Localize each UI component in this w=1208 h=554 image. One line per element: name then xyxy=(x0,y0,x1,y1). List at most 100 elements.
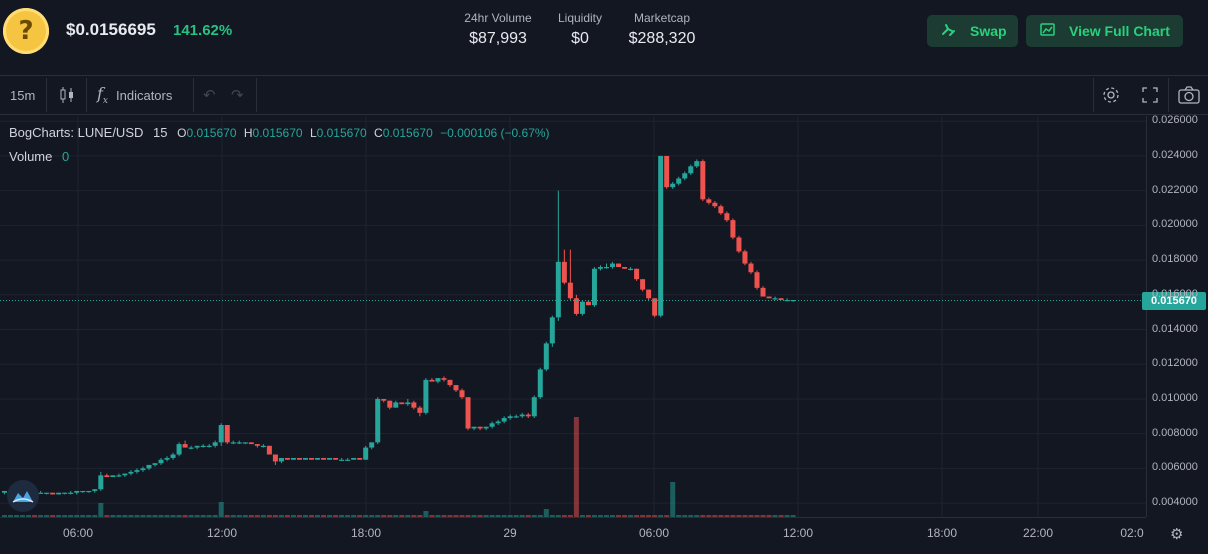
volume-bar xyxy=(128,515,134,517)
volume-bar xyxy=(152,515,158,517)
candle-body xyxy=(441,378,447,380)
function-icon: fx xyxy=(97,83,108,107)
candle-body xyxy=(393,402,399,408)
volume-bar xyxy=(248,515,254,517)
volume-bar xyxy=(200,515,206,517)
volume-bar xyxy=(531,515,537,517)
volume-bar xyxy=(104,515,110,517)
candle-body xyxy=(646,289,652,299)
price-chart[interactable] xyxy=(0,116,1146,517)
candle-body xyxy=(86,490,92,493)
volume-bar xyxy=(363,515,369,517)
candle-body xyxy=(194,445,200,448)
volume-bar xyxy=(730,515,736,517)
axis-settings-gear-icon[interactable]: ⚙ xyxy=(1170,526,1184,543)
volume-bar xyxy=(477,515,483,517)
time-axis[interactable]: 06:00 12:00 18:00 29 06:00 12:00 18:00 2… xyxy=(0,517,1146,554)
price-tick: 0.016000 xyxy=(1152,287,1198,300)
volume-bar xyxy=(236,515,242,517)
candle-body xyxy=(309,457,315,460)
candle-body xyxy=(284,457,290,460)
candle-body xyxy=(652,298,658,316)
settings-gear-icon[interactable] xyxy=(1101,76,1121,114)
swap-label: Swap xyxy=(970,23,1007,39)
volume-bar xyxy=(429,515,435,517)
swap-button[interactable]: Swap xyxy=(927,15,1018,47)
candle-body xyxy=(98,475,104,490)
view-full-chart-button[interactable]: View Full Chart xyxy=(1026,15,1183,47)
indicators-button[interactable]: fx Indicators xyxy=(97,76,172,114)
volume-bar xyxy=(465,515,471,517)
fullscreen-icon[interactable] xyxy=(1141,76,1159,114)
candle-body xyxy=(278,457,284,462)
volume-bar xyxy=(495,515,501,517)
volume-bar xyxy=(303,515,308,517)
candle-body xyxy=(116,475,122,477)
candle-body xyxy=(50,492,56,495)
candle-body xyxy=(622,267,628,269)
candle-body xyxy=(429,379,435,382)
redo-icon[interactable]: ↷ xyxy=(231,87,244,104)
candle-body xyxy=(706,199,712,203)
volume-bar xyxy=(579,515,585,517)
candle-body xyxy=(399,402,405,405)
candle-body xyxy=(784,300,790,302)
candle-body xyxy=(634,268,640,280)
candle-body xyxy=(453,385,459,391)
price-axis[interactable] xyxy=(1146,116,1208,517)
candle-body xyxy=(242,442,248,444)
candle-body xyxy=(375,398,381,443)
candle-body xyxy=(92,489,98,491)
volume-bar xyxy=(519,515,525,517)
volume-bar xyxy=(766,515,772,517)
candle-body xyxy=(447,379,453,386)
candle-body xyxy=(224,424,230,443)
candle-body xyxy=(495,421,501,424)
price-tick: 0.020000 xyxy=(1152,218,1198,231)
time-tick: 06:00 xyxy=(62,526,94,540)
volume-value: 0 xyxy=(62,149,70,164)
legend-c-value: 0.015670 xyxy=(382,126,433,140)
volume-bar xyxy=(489,515,495,517)
candle-body xyxy=(616,263,622,268)
volume-bar xyxy=(32,515,38,517)
candle-body xyxy=(405,402,411,405)
volume-bar xyxy=(658,515,664,517)
candle-body xyxy=(718,206,724,214)
stat-value: $87,993 xyxy=(469,30,527,47)
candle-body xyxy=(218,424,224,443)
bogcharts-logo-icon[interactable] xyxy=(7,480,39,512)
legend-h-key: H xyxy=(243,126,253,140)
volume-bar xyxy=(712,515,718,517)
interval-selector[interactable]: 15m xyxy=(10,87,36,103)
candle-body xyxy=(417,407,423,413)
volume-bar xyxy=(206,515,212,517)
volume-bar xyxy=(784,515,790,517)
time-tick: 18:00 xyxy=(926,526,958,540)
volume-bar xyxy=(670,482,676,517)
candle-body xyxy=(597,267,603,269)
swap-icon xyxy=(941,22,956,40)
volume-bar xyxy=(423,511,429,517)
candle-type-icon[interactable] xyxy=(58,76,76,114)
price-change: 141.62% xyxy=(173,22,233,39)
candle-body xyxy=(303,457,308,460)
candle-body xyxy=(778,298,784,301)
candle-body xyxy=(381,398,387,401)
legend-delta: −0.000106 (−0.67%) xyxy=(440,126,550,140)
volume-bar xyxy=(573,417,579,517)
candle-body xyxy=(140,468,146,471)
candle-body xyxy=(254,444,260,446)
undo-icon[interactable]: ↶ xyxy=(203,87,216,104)
candle-body xyxy=(477,426,483,429)
candle-body xyxy=(236,442,242,444)
camera-icon[interactable] xyxy=(1178,76,1200,114)
volume-bar xyxy=(549,515,555,517)
volume-bar xyxy=(411,515,417,517)
legend-l-value: 0.015670 xyxy=(316,126,367,140)
volume-bar xyxy=(14,515,20,517)
candle-body xyxy=(748,263,754,273)
stat-marketcap: Marketcap $288,320 xyxy=(624,11,700,48)
candlestick-chart xyxy=(0,116,1146,517)
